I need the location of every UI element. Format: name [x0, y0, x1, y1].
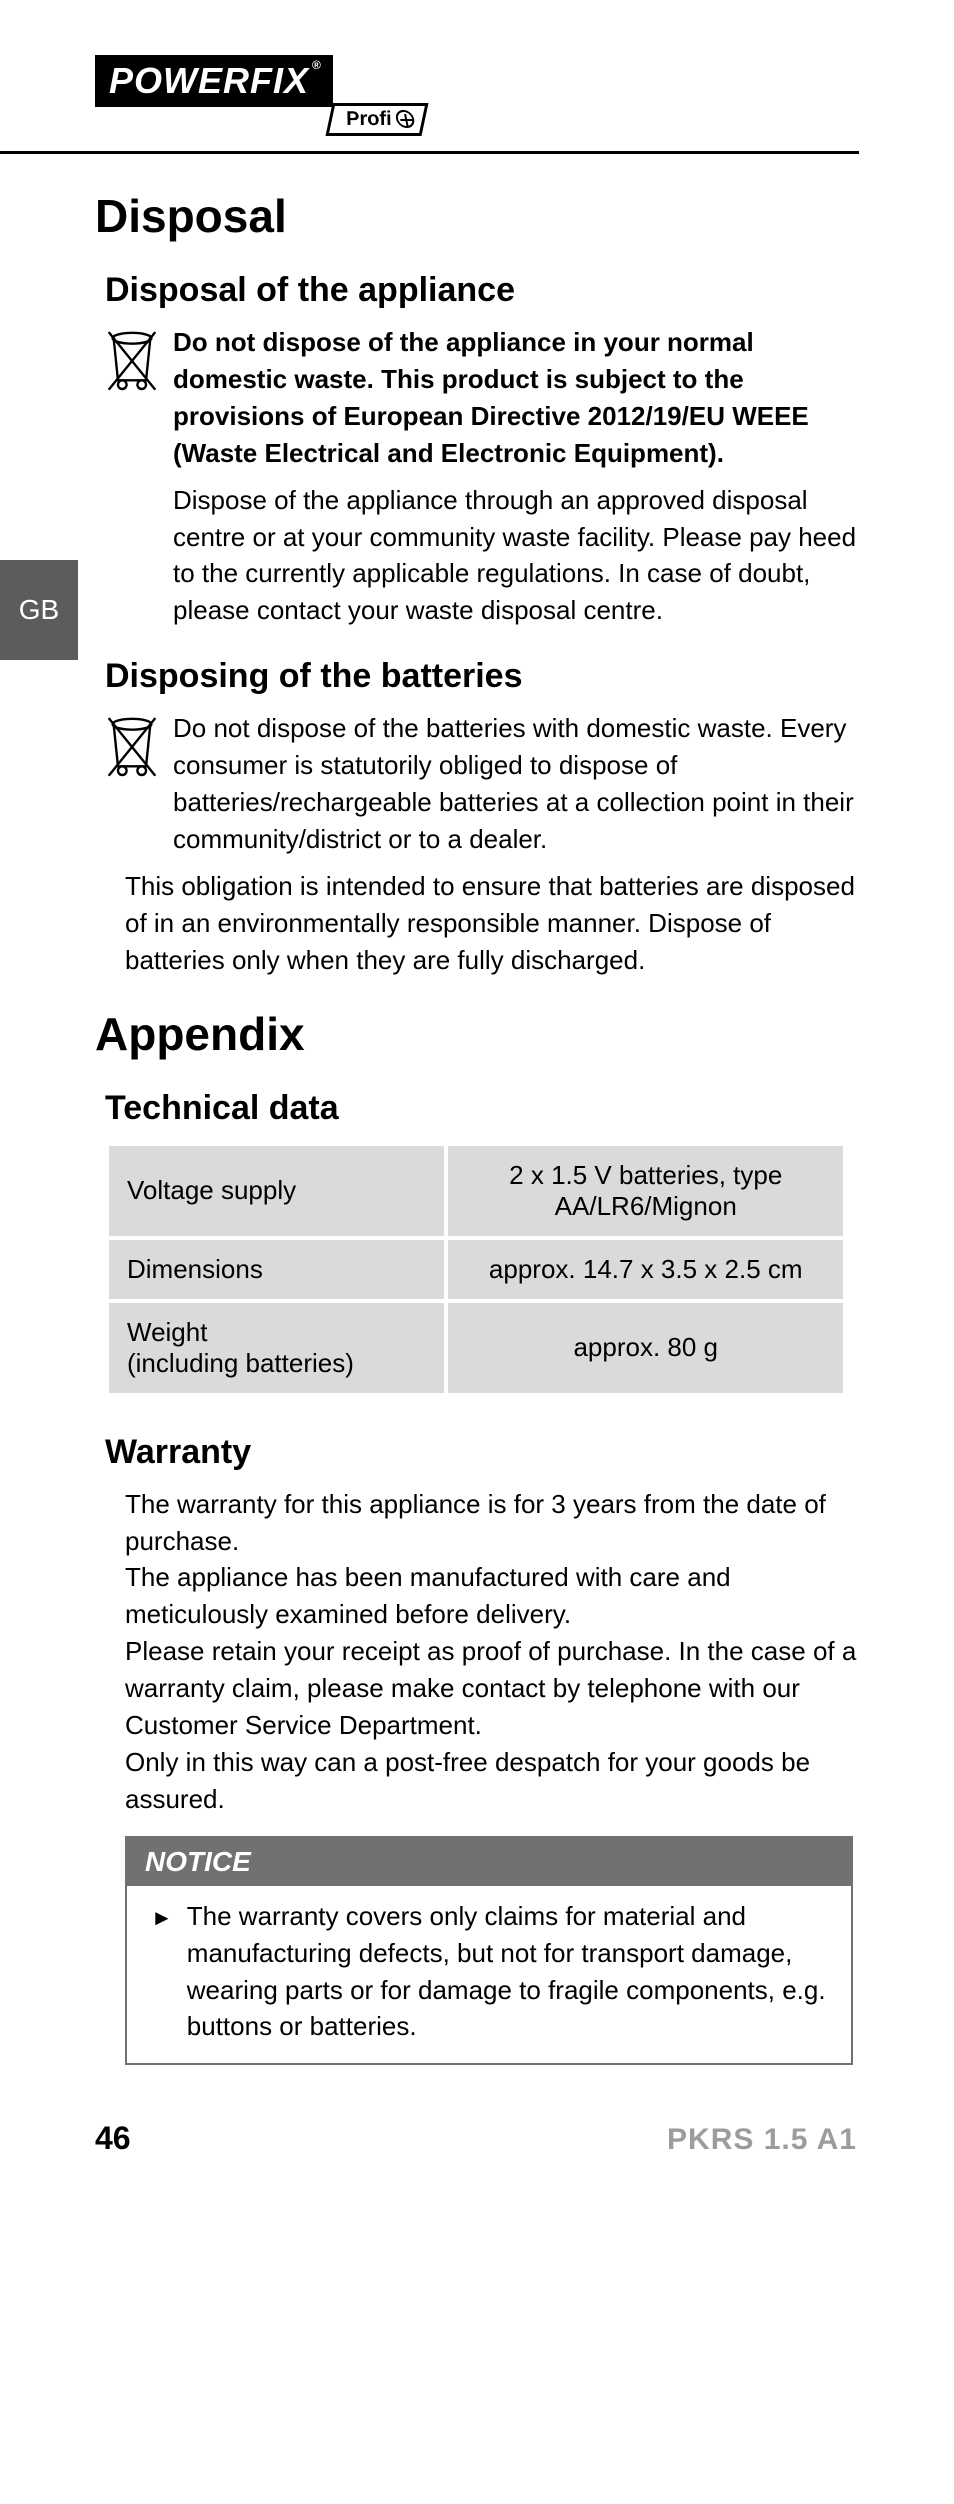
table-row: Voltage supply 2 x 1.5 V batteries, type…	[107, 1144, 845, 1238]
notice-body-text: The warranty covers only claims for mate…	[187, 1898, 831, 2046]
technical-data-table: Voltage supply 2 x 1.5 V batteries, type…	[105, 1142, 847, 1397]
heading-warranty: Warranty	[105, 1433, 859, 1472]
disposal-appliance-bold: Do not dispose of the appliance in your …	[173, 324, 859, 472]
logo-sub-text: Profi	[344, 108, 394, 131]
heading-disposal-batteries: Disposing of the batteries	[105, 657, 859, 696]
header-rule	[0, 151, 859, 154]
notice-title: NOTICE	[127, 1838, 851, 1886]
table-row: Weight (including batteries) approx. 80 …	[107, 1301, 845, 1395]
tech-label: Voltage supply	[107, 1144, 446, 1238]
tech-value: 2 x 1.5 V batteries, type AA/LR6/Mignon	[446, 1144, 845, 1238]
disposal-batteries-follow: This obligation is intended to ensure th…	[125, 868, 859, 979]
warranty-text: The warranty for this appliance is for 3…	[125, 1486, 859, 1818]
logo-main-text: POWERFIX	[109, 60, 309, 101]
tech-label: Dimensions	[107, 1238, 446, 1301]
notice-box: NOTICE ► The warranty covers only claims…	[125, 1836, 853, 2066]
tech-value: approx. 14.7 x 3.5 x 2.5 cm	[446, 1238, 845, 1301]
heading-disposal-appliance: Disposal of the appliance	[105, 271, 859, 310]
bullet-arrow-icon: ►	[151, 1898, 173, 2046]
disposal-appliance-follow: Dispose of the appliance through an appr…	[173, 482, 859, 630]
page-number: 46	[95, 2120, 131, 2157]
disposal-batteries-icon-text: Do not dispose of the batteries with dom…	[173, 710, 859, 858]
heading-technical-data: Technical data	[105, 1089, 859, 1128]
plus-icon	[394, 110, 416, 128]
brand-logo: POWERFIX® Profi	[95, 55, 859, 136]
weee-bin-icon	[105, 324, 173, 472]
language-tab: GB	[0, 560, 78, 660]
section-title-appendix: Appendix	[95, 1007, 859, 1061]
model-number: PKRS 1.5 A1	[667, 2123, 857, 2157]
section-title-disposal: Disposal	[95, 189, 859, 243]
battery-bin-icon	[105, 710, 173, 858]
table-row: Dimensions approx. 14.7 x 3.5 x 2.5 cm	[107, 1238, 845, 1301]
tech-label: Weight (including batteries)	[107, 1301, 446, 1395]
tech-value: approx. 80 g	[446, 1301, 845, 1395]
